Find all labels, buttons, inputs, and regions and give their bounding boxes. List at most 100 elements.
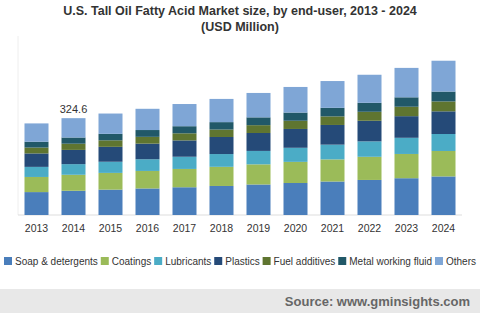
bar-segment [210,137,234,154]
bar-segment [99,173,123,190]
bar-segment [358,180,382,215]
legend-swatch [154,257,162,265]
bar-segment [284,113,308,121]
bar-segment [173,187,197,215]
bar-segment [321,145,345,160]
bar-segment [136,159,160,171]
bar-segment [284,87,308,113]
bar-segment [25,153,49,166]
x-tick-label: 2018 [210,222,234,234]
bar-segment [210,154,234,167]
title: U.S. Tall Oil Fatty Acid Market size, by… [63,4,417,18]
bar-segment [173,157,197,169]
bar-segment [247,117,271,125]
bar-segment [99,190,123,215]
bar-segment [247,184,271,215]
subtitle: (USD Million) [201,20,279,34]
x-tick-label: 2020 [284,222,308,234]
bar-segment [25,148,49,154]
bar-segment [395,178,419,215]
legend-swatch [338,257,346,265]
bar-segment [432,151,456,176]
bar-segment [173,104,197,126]
bar-segment [432,111,456,134]
bar-segment [321,159,345,181]
bar-segment [395,138,419,154]
x-tick-label: 2014 [62,222,86,234]
bar-segment [432,134,456,151]
bar-segment [136,137,160,144]
bar-segment [321,108,345,117]
chart: U.S. Tall Oil Fatty Acid Market size, by… [0,0,480,313]
bar-segment [395,154,419,178]
bar-segment [136,171,160,189]
bar-segment [395,68,419,97]
bar-segment [62,144,86,150]
legend-swatch [263,257,271,265]
legend-swatch [435,257,443,265]
x-tick-label: 2017 [173,222,197,234]
bar-segment [284,183,308,215]
bar-segment [173,169,197,187]
bar-segment [99,140,123,147]
bar-segment [284,121,308,129]
bar-segment [173,140,197,156]
bar-segment [62,150,86,164]
bar-segment [358,103,382,112]
background [0,0,480,313]
bar-segment [136,144,160,160]
y-axis-line [18,36,19,215]
x-tick-label: 2024 [432,222,456,234]
bar-segment [247,164,271,184]
bar-segment [210,167,234,186]
legend-swatch [214,257,222,265]
x-tick-label: 2023 [395,222,419,234]
bar-segment [284,162,308,183]
bar-segment [358,157,382,180]
bar-segment [173,126,197,133]
legend-label: Others [446,256,476,267]
legend-label: Coatings [112,256,151,267]
x-tick-label: 2022 [358,222,382,234]
bar-segment [284,148,308,162]
bar-segment [210,130,234,137]
x-tick-label: 2021 [321,222,345,234]
x-tick-label: 2013 [25,222,49,234]
bar-segment [358,121,382,142]
bar-segment [136,109,160,130]
bar-segment [25,192,49,215]
bar-segment [25,123,49,141]
bar-segment [247,93,271,117]
bar-segment [284,129,308,148]
legend: Soap & detergentsCoatingsLubricantsPlast… [4,256,476,267]
bar-segment [432,92,456,102]
bar-segment [62,137,86,143]
bar-segment [358,141,382,156]
bars [25,61,456,215]
bar-segment [358,112,382,121]
bar-segment [247,125,271,133]
bar-segment [321,125,345,145]
bar-segment [395,116,419,138]
legend-swatch [4,257,12,265]
legend-label: Plastics [225,256,259,267]
bar-segment [395,107,419,116]
bar-segment [210,186,234,215]
legend-label: Metal working fluid [349,256,432,267]
bar-segment [99,147,123,162]
x-tick-label: 2019 [247,222,271,234]
bar-segment [321,181,345,215]
bar-segment [99,134,123,141]
x-tick-label: 2015 [99,222,123,234]
bar-segment [210,99,234,122]
x-tick-label: 2016 [136,222,160,234]
source: Source: www.gminsights.com [285,294,470,309]
bar-segment [247,151,271,164]
legend-label: Fuel additives [274,256,336,267]
bar-segment [395,97,419,106]
bar-segment [99,114,123,134]
bar-segment [321,81,345,108]
bar-segment [210,122,234,129]
bar-segment [136,188,160,215]
legend-label: Soap & detergents [15,256,98,267]
